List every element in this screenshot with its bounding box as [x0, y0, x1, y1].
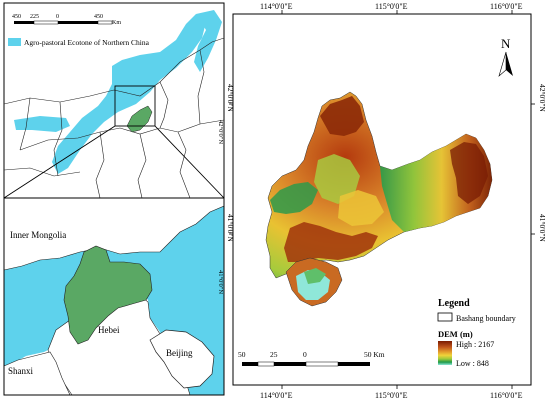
legend-title: Legend — [438, 298, 470, 309]
main-map: N 114°0'0"E 115°0'0"E 116°0'0"E 114°0'0"… — [226, 2, 547, 400]
inner-mongolia-region — [3, 197, 225, 271]
ecotone-region-west — [14, 116, 70, 132]
bottom-tick-label-1: 114°0'0"E — [260, 391, 293, 400]
boundary-legend-label: Bashang boundary — [456, 314, 516, 323]
ecotone-legend-swatch — [8, 38, 21, 46]
main-map-tick-marks — [229, 10, 535, 389]
inset-map: Inner Mongolia Hebei Beijing Shanxi 41°0… — [3, 197, 225, 396]
beijing-region — [149, 329, 215, 389]
study-area-overview — [126, 105, 153, 133]
overview-scale-tick-1: 225 — [30, 14, 39, 20]
left-tick-label-2: 41°0'0"N — [226, 214, 235, 242]
ecotone-legend-label: Agro-pastoral Ecotone of Northern China — [24, 38, 150, 47]
main-legend: Legend Bashang boundary DEM (m) High : 2… — [437, 298, 516, 368]
extent-box — [114, 85, 156, 127]
boundary-legend-swatch — [437, 312, 453, 322]
highland-east — [450, 142, 488, 204]
north-arrow: N — [498, 36, 513, 77]
overview-scale-unit: Km — [112, 20, 121, 26]
highland-south — [284, 222, 378, 262]
right-tick-label-1: 42°0'0"N — [538, 84, 547, 112]
left-tick-label-1: 42°0'0"N — [226, 84, 235, 112]
bottom-tick-label-2: 115°0'0"E — [375, 391, 408, 400]
province-boundaries — [3, 37, 225, 199]
right-tick-label-2: 41°0'0"N — [538, 214, 547, 242]
inset-label-hebei: Hebei — [98, 325, 120, 335]
main-scale-tick-3: 50 Km — [364, 350, 385, 359]
main-scale-tick-1: 25 — [270, 350, 278, 359]
main-scale-tick-0: 50 — [238, 350, 246, 359]
overview-lat-label: 42°0'0"N — [217, 120, 224, 144]
ecotone-region — [52, 14, 206, 174]
highland-north — [320, 96, 364, 136]
inset-lat-label: 41°0'0"N — [217, 270, 224, 294]
dem-legend-title: DEM (m) — [438, 329, 473, 339]
inset-label-shanxi: Shanxi — [8, 366, 34, 376]
inset-label-inner-mongolia: Inner Mongolia — [10, 230, 66, 240]
north-arrow-label: N — [501, 36, 511, 51]
overview-map: 450 225 0 450 Km Agro-pastoral Ecotone o… — [3, 2, 225, 199]
basin-south-mid — [304, 268, 326, 284]
overview-scale-bar: 450 225 0 450 Km — [12, 14, 121, 26]
dem-low-label: Low : 848 — [456, 359, 489, 368]
overview-scale-tick-0: 450 — [12, 14, 21, 20]
dem-high-label: High : 2167 — [456, 340, 494, 349]
bottom-tick-label-3: 116°0'0"E — [490, 391, 523, 400]
lowland-west — [270, 182, 318, 214]
plateau-center — [314, 154, 360, 204]
overview-scale-tick-2: 0 — [56, 14, 59, 20]
inset-label-beijing: Beijing — [166, 348, 193, 358]
study-area-inset — [63, 245, 153, 345]
top-tick-label-2: 115°0'0"E — [375, 2, 408, 11]
plateau-center-yellow — [338, 190, 384, 226]
main-scale-tick-2: 0 — [303, 350, 307, 359]
top-tick-label-3: 116°0'0"E — [490, 2, 523, 11]
top-tick-label-1: 114°0'0"E — [260, 2, 293, 11]
dem-color-ramp — [438, 341, 452, 365]
dem-terrain — [265, 91, 493, 307]
main-scale-bar: 50 25 0 50 Km — [238, 350, 385, 367]
overview-scale-tick-3: 450 — [94, 14, 103, 20]
